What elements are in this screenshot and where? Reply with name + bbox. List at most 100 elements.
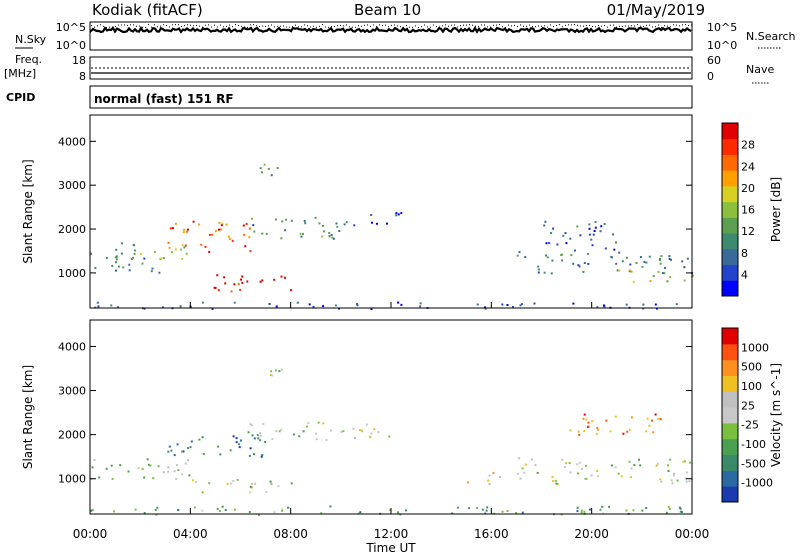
velocity-cell: [672, 474, 675, 477]
power-cell: [552, 227, 555, 230]
power-cell: [242, 224, 245, 227]
nsearch-dot: [118, 24, 119, 26]
power-cell: [635, 262, 638, 264]
velocity-cell: [608, 505, 611, 508]
power-cell: [669, 276, 672, 279]
power-cell: [578, 265, 581, 268]
velocity-cell: [254, 482, 257, 485]
power-cell: [151, 267, 154, 270]
nsearch-dot: [115, 26, 116, 27]
velocity-cell: [587, 421, 590, 424]
nsearch-dot: [382, 25, 383, 27]
velocity-cell: [605, 419, 608, 422]
power-cell: [214, 230, 217, 233]
velocity-cell: [679, 510, 682, 513]
nsearch-dot: [304, 24, 305, 26]
power-panel: 1000 2000 3000 4000 Slant Range [km] 4 8 12 16 20…: [21, 114, 783, 310]
velocity-cell: [230, 482, 233, 485]
nsearch-dot: [436, 26, 437, 28]
velocity-cell: [626, 430, 629, 433]
power-cell: [105, 256, 108, 259]
velocity-cell: [111, 477, 114, 480]
velocity-cell: [523, 471, 526, 474]
velocity-cell: [248, 454, 251, 457]
power-cell: [395, 214, 398, 217]
power-cell: [208, 233, 211, 236]
velocity-cell: [137, 467, 140, 470]
velocity-cell: [182, 450, 185, 453]
velocity-cell: [249, 485, 252, 488]
nsearch-dot: [271, 24, 272, 26]
nsearch-dot: [424, 24, 425, 26]
nsearch-dot: [283, 25, 284, 27]
velocity-cell: [352, 427, 355, 430]
velocity-cell: [581, 467, 583, 470]
nsearch-dot: [229, 24, 230, 26]
nsearch-dot: [496, 24, 497, 26]
velocity-cell: [253, 437, 256, 440]
power-cell: [649, 280, 652, 282]
power-cell: [249, 250, 252, 253]
nsearch-dot: [355, 26, 356, 28]
nsearch-dot: [310, 26, 311, 28]
power-cell: [244, 245, 247, 248]
power-cell: [304, 222, 307, 225]
velocity-cell: [354, 437, 356, 440]
nsearch-dot: [619, 25, 620, 27]
power-colorbar-segment: [722, 233, 738, 250]
nave-tick-bottom: 0: [707, 70, 714, 83]
power-cell: [217, 289, 220, 292]
power-cell: [512, 306, 514, 309]
velocity-cell: [91, 509, 94, 512]
nsearch-dot: [430, 26, 431, 28]
velocity-cell: [167, 470, 170, 473]
power-cell: [594, 220, 597, 223]
velocity-cell: [670, 479, 673, 482]
velocity-cell: [641, 509, 644, 512]
velocity-cell: [275, 430, 278, 433]
velocity-cell: [659, 418, 662, 421]
velocity-cell: [655, 464, 658, 467]
power-cell: [657, 270, 660, 273]
nsearch-dot: [196, 24, 197, 26]
power-cell: [284, 229, 286, 232]
nsearch-dot: [463, 24, 464, 26]
velocity-cell: [260, 455, 263, 458]
power-cell: [615, 262, 618, 265]
power-cell: [336, 225, 339, 228]
power-cell: [312, 305, 315, 308]
nsearch-dot: [367, 24, 368, 26]
velocity-cell: [281, 508, 284, 511]
velocity-cell: [389, 509, 392, 512]
power-cell: [626, 256, 628, 259]
power-cell: [656, 307, 658, 310]
velocity-cell: [569, 471, 572, 474]
nsearch-dot: [574, 24, 575, 25]
velocity-colorbar-segment: [722, 422, 738, 440]
power-cell: [280, 275, 283, 278]
velocity-cell: [322, 422, 325, 425]
nsearch-dot: [97, 25, 98, 27]
nsearch-dot: [478, 26, 479, 28]
velocity-cell: [554, 479, 557, 482]
velocity-cell: [657, 418, 660, 420]
velocity-cell: [152, 477, 155, 480]
velocity-cell: [498, 476, 501, 479]
power-cell: [370, 308, 373, 310]
nsearch-dot: [487, 26, 488, 28]
power-ylabel: Slant Range [km]: [21, 159, 35, 263]
velocity-cell: [105, 467, 108, 470]
velocity-cell: [143, 476, 146, 479]
nsearch-dot: [544, 25, 545, 27]
power-cell: [290, 219, 293, 222]
power-cell: [141, 262, 144, 265]
power-ytick-label: 4000: [58, 135, 86, 148]
velocity-cell: [534, 464, 537, 466]
velocity-cell: [290, 482, 293, 485]
power-cell: [545, 254, 547, 257]
velocity-cell: [632, 509, 635, 512]
power-cell: [233, 283, 236, 286]
power-cell: [233, 301, 236, 304]
nsearch-dot: [400, 26, 401, 28]
power-cell: [133, 244, 135, 247]
